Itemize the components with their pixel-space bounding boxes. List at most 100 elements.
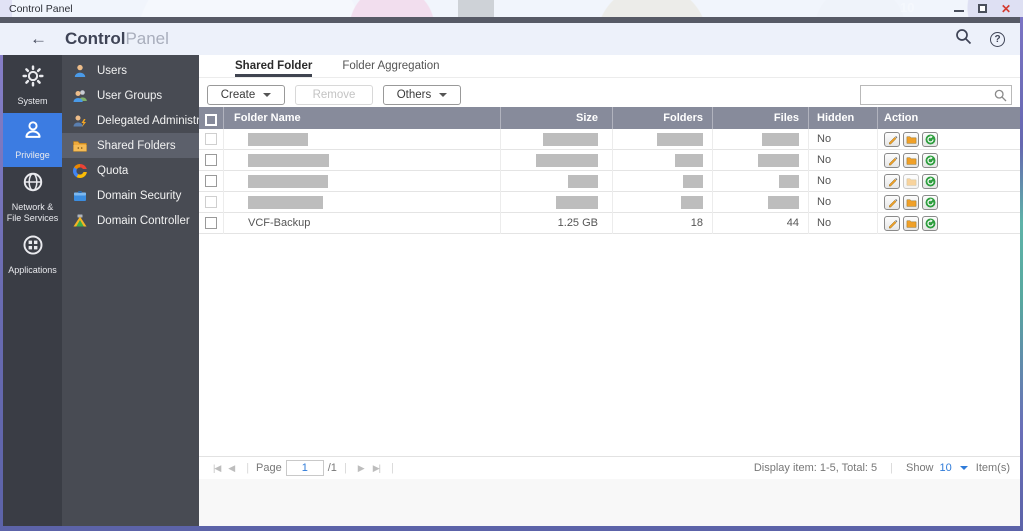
search-input[interactable] <box>860 84 1012 105</box>
menu-item-label: Quota <box>97 164 129 177</box>
toolbar: Create Remove Others <box>199 82 1020 107</box>
table-header: Folder Name Size Folders Files Hidden Ac… <box>199 107 1020 129</box>
previous-page-icon[interactable] <box>228 463 235 474</box>
column-hidden[interactable]: Hidden <box>808 107 877 129</box>
row-checkbox[interactable] <box>205 196 217 208</box>
refresh-button[interactable] <box>922 194 938 210</box>
hidden-value: No <box>808 212 877 234</box>
refresh-button[interactable] <box>922 152 938 168</box>
user-icon <box>72 63 88 79</box>
menu-item-quota[interactable]: Quota <box>62 158 199 183</box>
row-checkbox[interactable] <box>205 175 217 187</box>
menu-item-label: User Groups <box>97 89 163 102</box>
edit-permission-button[interactable] <box>903 215 919 231</box>
sidebar-item-system[interactable]: System <box>3 59 62 113</box>
redacted-size <box>556 195 598 209</box>
back-arrow-icon[interactable] <box>30 29 47 49</box>
last-page-icon[interactable] <box>373 463 380 474</box>
edit-permission-button[interactable] <box>903 173 919 189</box>
menu-item-domain-controller[interactable]: Domain Controller <box>62 208 199 233</box>
column-size[interactable]: Size <box>500 107 612 129</box>
hidden-value: No <box>808 191 877 213</box>
redacted-size <box>568 174 598 188</box>
redacted-folders <box>675 153 703 167</box>
minimize-button[interactable] <box>953 9 964 12</box>
domain-security-icon <box>72 188 88 204</box>
page-title: ControlPanel <box>65 29 169 49</box>
size-value: 1.25 GB <box>500 212 612 234</box>
quota-icon <box>72 163 88 179</box>
sidebar-item-network-file-services[interactable]: Network & File Services <box>3 167 62 228</box>
search-icon[interactable] <box>994 89 1007 107</box>
edit-properties-button[interactable] <box>884 152 900 168</box>
search-icon[interactable] <box>955 28 972 50</box>
sidebar-item-label: Applications <box>8 265 57 275</box>
menu-item-delegated-administration[interactable]: Delegated Administration <box>62 108 225 133</box>
redacted-folder-name <box>248 153 329 167</box>
tab-shared-folder[interactable]: Shared Folder <box>235 60 313 77</box>
column-folder-name[interactable]: Folder Name <box>223 107 500 129</box>
globe-icon <box>22 171 44 198</box>
tab-folder-aggregation[interactable]: Folder Aggregation <box>342 60 440 72</box>
menu-item-label: Domain Security <box>97 189 182 202</box>
person-icon <box>22 119 44 146</box>
row-checkbox[interactable] <box>205 217 217 229</box>
window-title: Control Panel <box>9 2 73 15</box>
redacted-folders <box>657 132 703 146</box>
menu-item-user-groups[interactable]: User Groups <box>62 83 199 108</box>
column-files[interactable]: Files <box>712 107 808 129</box>
select-all-checkbox[interactable] <box>205 113 217 126</box>
page-title-bold: Control <box>65 29 126 48</box>
sidebar-item-applications[interactable]: Applications <box>3 228 62 282</box>
nav-rail: System Privilege Network & File Services… <box>3 55 62 526</box>
show-count-value[interactable]: 10 <box>939 462 952 474</box>
sidebar-item-privilege[interactable]: Privilege <box>3 113 62 167</box>
column-action[interactable]: Action <box>877 107 1017 129</box>
menu-item-domain-security[interactable]: Domain Security <box>62 183 199 208</box>
menu-item-shared-folders[interactable]: Shared Folders <box>62 133 199 158</box>
chevron-down-icon[interactable] <box>959 466 968 470</box>
redacted-files <box>768 195 799 209</box>
apps-icon <box>22 234 44 261</box>
refresh-button[interactable] <box>922 131 938 147</box>
edit-permission-button[interactable] <box>903 131 919 147</box>
table-row[interactable]: No <box>199 128 1020 150</box>
menu-item-users[interactable]: Users <box>62 58 199 83</box>
edit-permission-button[interactable] <box>903 194 919 210</box>
table-row[interactable]: No <box>199 149 1020 171</box>
edit-permission-button[interactable] <box>903 152 919 168</box>
menu-item-label: Shared Folders <box>97 139 176 152</box>
edit-properties-button[interactable] <box>884 131 900 147</box>
create-button[interactable]: Create <box>207 84 285 105</box>
refresh-button[interactable] <box>922 215 938 231</box>
page-number-input[interactable] <box>285 460 324 476</box>
next-page-icon[interactable] <box>358 463 365 474</box>
folder-name-value: VCF-Backup <box>223 212 500 234</box>
table-row[interactable]: No <box>199 170 1020 192</box>
items-label: Item(s) <box>975 462 1010 474</box>
row-checkbox[interactable] <box>205 154 217 166</box>
maximize-button[interactable] <box>977 4 987 13</box>
column-folders[interactable]: Folders <box>612 107 712 129</box>
first-page-icon[interactable] <box>213 463 220 474</box>
edit-properties-button[interactable] <box>884 194 900 210</box>
chevron-down-icon <box>439 92 448 97</box>
sidebar-item-label: Privilege <box>15 150 50 160</box>
help-icon[interactable] <box>990 31 1005 47</box>
edit-properties-button[interactable] <box>884 173 900 189</box>
folder-icon <box>72 138 88 154</box>
others-button[interactable]: Others <box>383 84 461 105</box>
row-checkbox[interactable] <box>205 133 217 145</box>
table-row[interactable]: VCF-Backup 1.25 GB 18 44 No <box>199 212 1020 234</box>
tab-bar: Shared Folder Folder Aggregation <box>199 55 1020 78</box>
desktop-edge-strip <box>1020 17 1023 531</box>
refresh-button[interactable] <box>922 173 938 189</box>
content-panel: Shared Folder Folder Aggregation Create … <box>199 55 1020 526</box>
page-label: Page <box>256 462 282 474</box>
edit-properties-button[interactable] <box>884 215 900 231</box>
table-row[interactable]: No <box>199 191 1020 213</box>
chevron-down-icon <box>263 92 272 97</box>
close-button[interactable]: ✕ <box>1000 1 1011 16</box>
remove-button[interactable]: Remove <box>295 84 373 105</box>
page-total: /1 <box>327 462 337 474</box>
